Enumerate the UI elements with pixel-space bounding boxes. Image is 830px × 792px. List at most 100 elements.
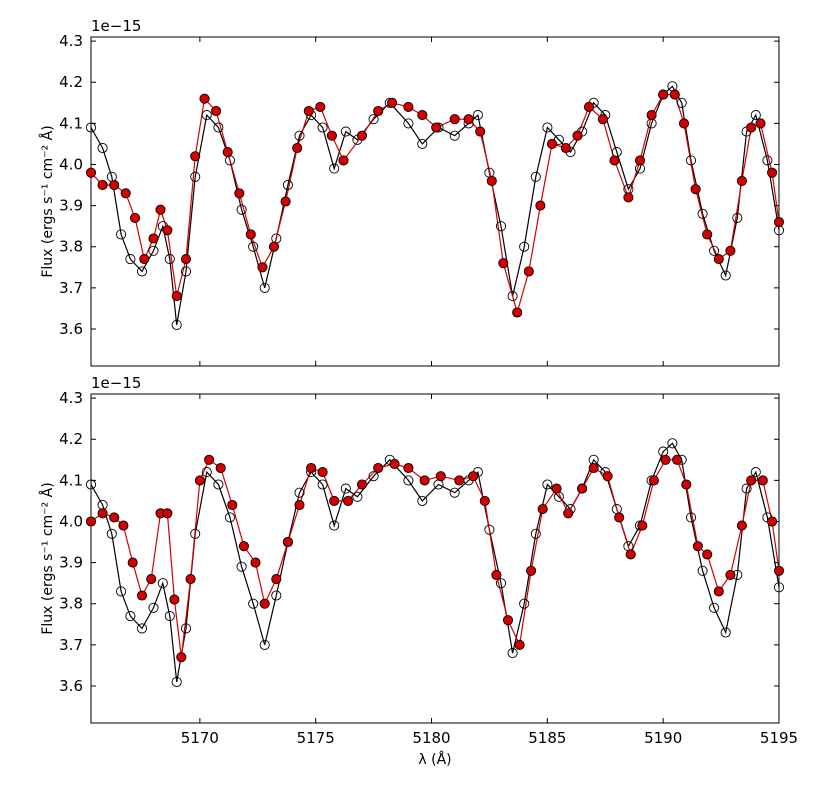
- black-point: [495, 578, 507, 589]
- red-point: [597, 114, 608, 125]
- black-point: [368, 114, 379, 125]
- red-point: [245, 229, 256, 240]
- red-point: [234, 188, 245, 199]
- x-tick-label: 5195: [760, 729, 798, 747]
- black-point: [403, 118, 414, 129]
- red-point: [85, 167, 97, 178]
- red-point: [746, 475, 757, 486]
- black-point: [213, 479, 224, 490]
- black-point: [720, 627, 731, 638]
- black-point: [542, 479, 553, 490]
- red-point: [563, 508, 574, 519]
- y-tick-label: 4.1: [59, 471, 83, 489]
- red-point: [702, 229, 713, 240]
- black-point: [403, 475, 414, 486]
- x-tick-label: 5185: [528, 729, 566, 747]
- y-tick-label: 4.3: [59, 389, 83, 407]
- red-point: [454, 475, 465, 486]
- red-point: [623, 192, 634, 203]
- red-point: [512, 307, 523, 318]
- top-y-axis-label: Flux (ergs s⁻¹ cm⁻² Å): [39, 125, 56, 277]
- red-point: [669, 89, 680, 100]
- red-point: [537, 504, 548, 515]
- x-tick-label: 5170: [181, 729, 219, 747]
- red-point: [250, 557, 261, 568]
- series-line-0: [90, 442, 780, 683]
- red-point: [373, 462, 384, 474]
- black-point: [148, 245, 159, 256]
- red-point: [767, 167, 778, 178]
- black-point: [519, 241, 530, 252]
- black-point: [741, 483, 752, 494]
- red-point: [148, 233, 159, 244]
- black-point: [282, 179, 293, 191]
- red-point: [162, 508, 173, 519]
- top-offset-label: 1e−15: [91, 17, 141, 35]
- red-point: [271, 574, 282, 585]
- black-point: [236, 561, 247, 572]
- red-point: [736, 520, 747, 531]
- black-point: [329, 163, 340, 174]
- red-point: [577, 483, 588, 494]
- black-point: [507, 291, 518, 302]
- black-point: [180, 266, 192, 277]
- red-point: [185, 574, 196, 585]
- black-point: [417, 138, 428, 149]
- red-point: [180, 254, 192, 265]
- black-point: [709, 245, 720, 256]
- red-point: [658, 89, 669, 100]
- red-point: [736, 175, 747, 186]
- black-point: [750, 110, 761, 121]
- black-point: [157, 578, 168, 589]
- x-tick-label: 5180: [412, 729, 450, 747]
- black-point: [125, 254, 136, 265]
- red-point: [755, 118, 766, 129]
- y-tick-label: 4.0: [59, 512, 83, 530]
- red-point: [329, 495, 340, 506]
- black-point: [190, 528, 201, 539]
- y-tick-label: 4.2: [59, 73, 83, 91]
- red-point: [417, 110, 428, 121]
- black-point: [368, 471, 379, 482]
- black-point: [248, 598, 259, 609]
- y-tick-label: 4.0: [59, 155, 83, 173]
- red-point: [109, 179, 120, 191]
- red-point: [725, 245, 736, 256]
- red-point: [746, 122, 757, 133]
- red-point: [546, 138, 558, 149]
- y-tick-label: 4.3: [59, 32, 83, 50]
- red-point: [215, 462, 226, 474]
- red-point: [435, 471, 446, 482]
- black-point: [449, 130, 460, 141]
- red-point: [773, 217, 785, 228]
- top-markers: [85, 81, 785, 330]
- black-point: [97, 142, 108, 154]
- top-ticks: 3.6 3.7 3.8 3.9 4.0 4.1 4.2 4.3: [59, 32, 780, 366]
- black-point: [417, 495, 428, 506]
- red-point: [502, 615, 514, 626]
- black-point: [171, 676, 182, 687]
- red-point: [713, 254, 724, 265]
- red-point: [139, 254, 150, 265]
- red-point: [190, 151, 201, 162]
- black-point: [709, 602, 720, 613]
- black-point: [116, 229, 127, 240]
- black-point: [317, 122, 328, 133]
- red-point: [155, 204, 166, 215]
- top-plot-frame: [90, 36, 780, 367]
- red-point: [169, 594, 180, 605]
- red-point: [468, 471, 479, 482]
- red-point: [227, 499, 238, 511]
- black-point: [340, 483, 351, 494]
- red-point: [97, 179, 108, 191]
- red-point: [326, 130, 337, 141]
- black-point: [164, 611, 175, 622]
- bottom-panel: 5170 5175 5180 5185 5190 5195 3.6 3.7 3.8 3.9 4.0 4…: [39, 374, 798, 768]
- bottom-ticks: 5170 5175 5180 5185 5190 5195 3.6 3.7 3.8 3.9 4.0 4…: [59, 389, 798, 747]
- red-point: [690, 184, 701, 195]
- black-point: [317, 479, 328, 490]
- red-point: [136, 590, 148, 601]
- black-point: [667, 438, 678, 449]
- red-point: [767, 516, 778, 527]
